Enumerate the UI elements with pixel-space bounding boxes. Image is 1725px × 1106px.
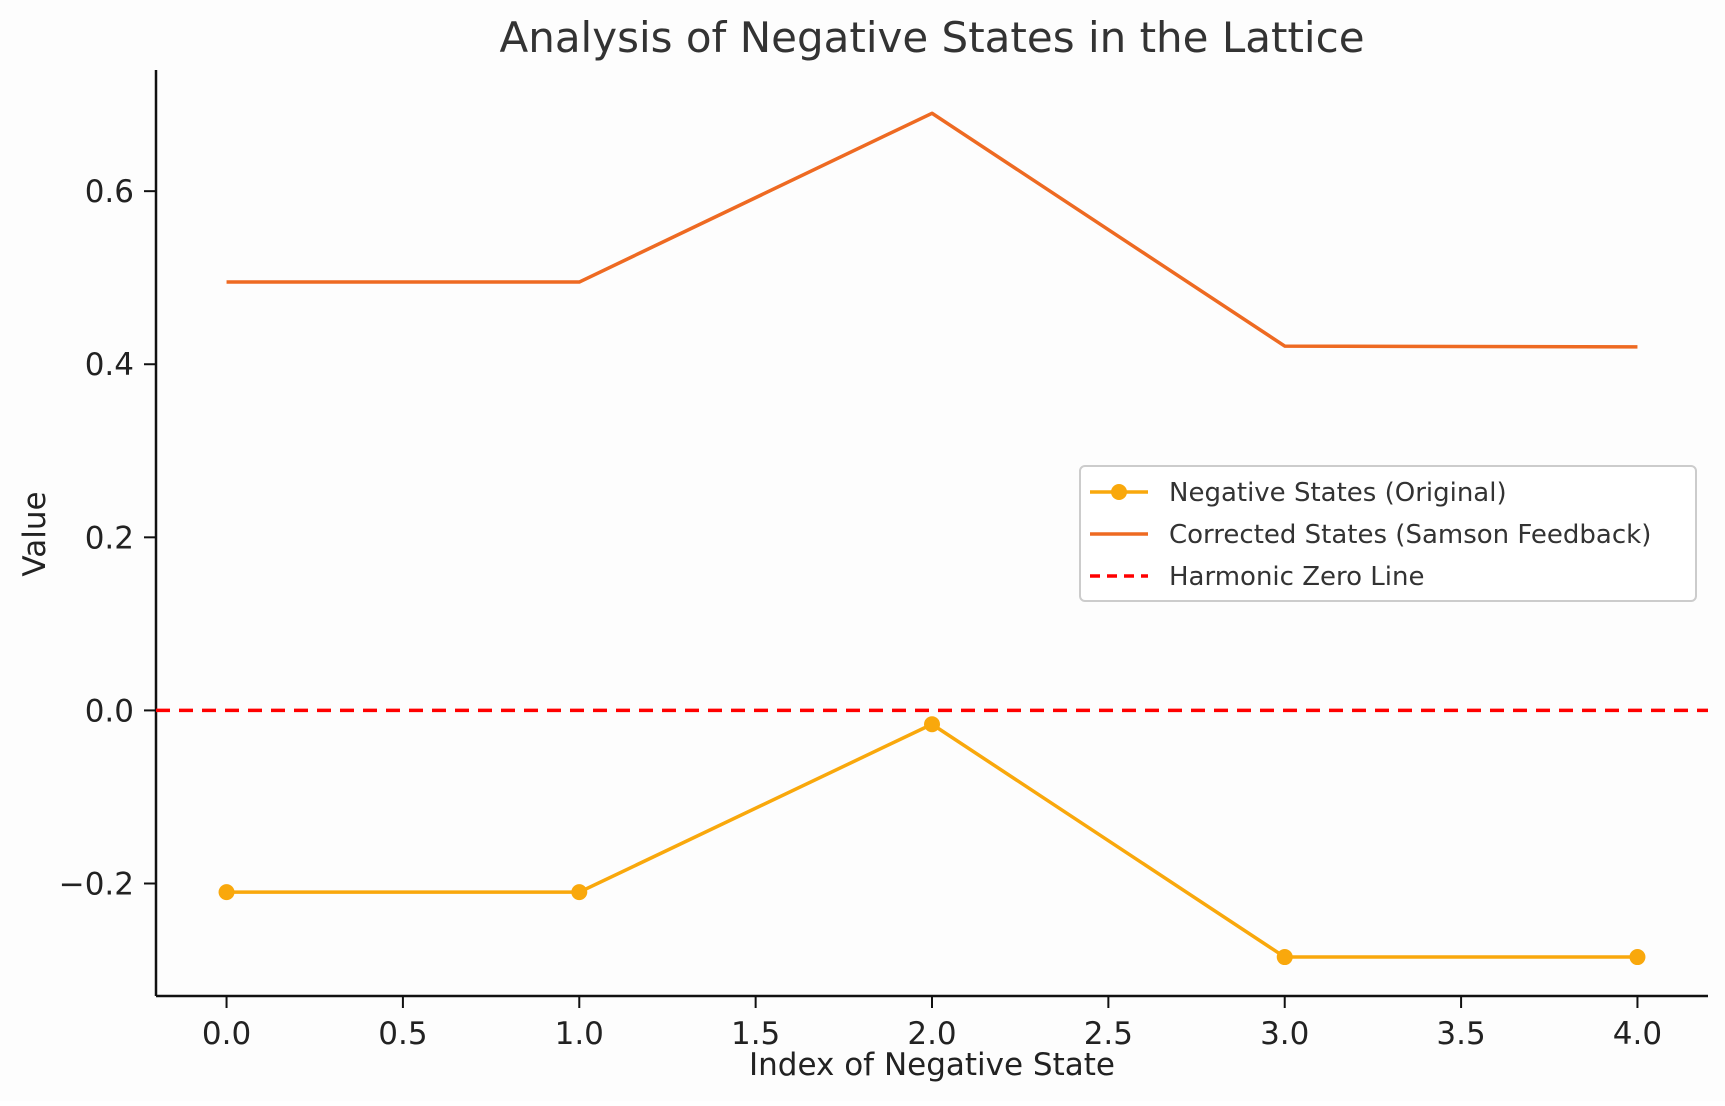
x-tick-label: 4.0 [1613, 1016, 1662, 1052]
y-tick-label: 0.0 [85, 693, 134, 729]
legend-corrected-states-label: Corrected States (Samson Feedback) [1169, 520, 1651, 550]
plot-area: 0.0 0.5 1.0 1.5 2.0 2.5 3.0 3.5 4.0 −0.2 0.0 0.2 0.4… [59, 70, 1708, 1052]
y-tick-label: 0.2 [85, 520, 134, 556]
legend-negative-states-marker [1111, 484, 1127, 500]
negative-states-line [226, 722, 1638, 959]
x-tick-label: 1.5 [731, 1016, 780, 1052]
y-axis-label: Value [17, 491, 53, 576]
legend-box [1079, 465, 1697, 602]
x-tick-label: 2.0 [907, 1016, 956, 1052]
x-tick-label: 3.0 [1260, 1016, 1309, 1052]
x-tick-label: 3.5 [1436, 1016, 1485, 1052]
x-tick-label: 2.5 [1084, 1016, 1133, 1052]
negative-states-point [218, 884, 235, 901]
legend-harmonic-zero-line-label: Harmonic Zero Line [1169, 562, 1425, 592]
negative-states-point [924, 716, 940, 733]
corrected-states-line [226, 111, 1638, 349]
negative-states-point [571, 884, 588, 901]
x-axis-label: Index of Negative State [749, 1047, 1115, 1083]
y-tick-label: 0.4 [85, 347, 134, 383]
y-tick-label: −0.2 [59, 866, 134, 902]
legend-negative-states-label: Negative States (Original) [1169, 478, 1507, 508]
x-tick-label: 0.0 [202, 1016, 251, 1052]
negative-states-point [1629, 949, 1646, 966]
y-tick-label: 0.6 [85, 174, 134, 210]
x-tick-label: 1.0 [555, 1016, 604, 1052]
x-tick-label: 0.5 [378, 1016, 427, 1052]
chart-title: Analysis of Negative States in the Latti… [499, 13, 1364, 62]
negative-states-point [1276, 949, 1293, 966]
